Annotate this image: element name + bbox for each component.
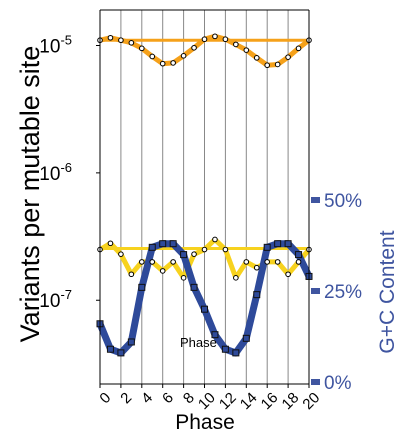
data-point-yellow [212, 236, 218, 243]
data-point-orange [274, 61, 281, 68]
left-tick-label: 10-7 [39, 287, 72, 312]
data-point-orange [233, 41, 239, 48]
data-point-blue [232, 349, 240, 357]
data-point-yellow [233, 275, 239, 281]
left-ticks: 10-7 10-6 10-5 [39, 33, 100, 312]
right-tick-mark [311, 379, 320, 385]
left-tick-label: 10-6 [39, 160, 72, 185]
data-point-yellow [285, 271, 291, 278]
data-point-yellow [191, 251, 197, 257]
data-point-yellow [149, 259, 156, 265]
x-tick-label: 6 [159, 389, 177, 407]
data-point-orange [118, 37, 124, 44]
data-point-blue [295, 251, 303, 259]
data-point-yellow [243, 259, 250, 265]
data-point-orange [285, 54, 291, 60]
data-point-orange [264, 62, 271, 69]
right-tick-mark [311, 288, 320, 294]
data-point-yellow [159, 268, 166, 274]
x-axis-title: Phase [175, 411, 235, 434]
data-point-orange [128, 40, 135, 46]
data-point-yellow [118, 251, 124, 257]
data-point-blue [138, 283, 146, 291]
data-point-blue [148, 243, 156, 251]
x-tick-label: 4 [138, 389, 156, 407]
data-point-orange [107, 34, 114, 41]
data-point-blue [263, 243, 271, 251]
data-point-orange [191, 44, 197, 51]
data-point-yellow [222, 246, 229, 253]
data-point-orange [139, 45, 145, 52]
data-point-yellow [264, 259, 271, 265]
data-point-yellow [170, 259, 176, 265]
data-point-orange [295, 45, 302, 52]
data-point-yellow [128, 271, 135, 278]
data-point-blue [221, 345, 229, 353]
right-ticks: 0% 25% 50% [311, 191, 362, 394]
x-tick-label: 0 [96, 389, 114, 407]
data-point-blue [274, 240, 282, 248]
right-tick-mark [311, 197, 320, 203]
y-axis-title-right: G+C Content [376, 230, 399, 353]
data-point-yellow [295, 259, 302, 265]
data-point-blue [117, 349, 125, 357]
data-point-orange [159, 60, 166, 67]
data-point-blue [190, 283, 198, 291]
data-point-yellow [107, 240, 114, 247]
right-tick-label: 25% [324, 282, 362, 303]
data-point-yellow [274, 259, 281, 265]
x-tick-label: 8 [180, 389, 198, 407]
data-point-blue [253, 291, 261, 299]
data-point-blue [211, 331, 219, 339]
data-point-blue [169, 240, 177, 248]
data-point-yellow [253, 264, 260, 271]
data-point-blue [284, 240, 292, 248]
data-point-blue [159, 240, 167, 248]
data-point-blue [127, 338, 135, 346]
x-tick-label: 2 [117, 389, 135, 407]
series-line-blue [96, 240, 313, 357]
data-point-orange [243, 47, 250, 53]
y-axis-title-left: Variants per mutable site [15, 46, 45, 343]
data-point-orange [149, 53, 156, 60]
data-point-orange [170, 60, 176, 66]
right-tick-label: 50% [324, 191, 362, 212]
data-point-orange [222, 36, 229, 43]
data-point-orange [253, 55, 260, 61]
phase-annotation: Phase [180, 335, 217, 350]
left-tick-label: 10-5 [39, 33, 72, 58]
data-point-yellow [139, 259, 145, 265]
data-point-yellow [201, 246, 208, 253]
data-point-blue [242, 334, 250, 342]
data-point-orange [201, 36, 208, 43]
data-point-yellow [180, 275, 187, 281]
data-point-orange [180, 53, 187, 59]
marker-layer [96, 33, 313, 357]
right-tick-label: 0% [324, 373, 352, 394]
x-tick-label: 20 [299, 389, 323, 413]
data-point-blue [106, 345, 114, 353]
data-point-blue [201, 305, 208, 313]
data-point-blue [180, 251, 188, 259]
data-point-orange [212, 33, 218, 40]
